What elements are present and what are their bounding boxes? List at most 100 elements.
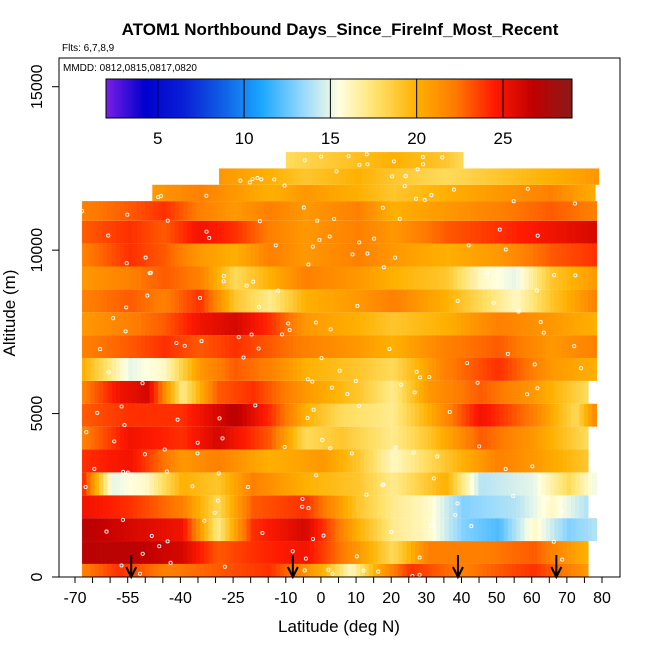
heatmap-cell [444,449,450,473]
heatmap-cell [507,289,513,313]
heatmap-cell [275,518,281,542]
heatmap-cell [516,335,522,359]
heatmap-cell [395,152,401,169]
sample-point [535,233,540,238]
sample-point [257,219,262,224]
heatmap-cell [556,168,562,185]
heatmap-cell [302,152,308,169]
heatmap-cell [485,184,491,202]
heatmap-cell [537,201,543,221]
heatmap-cell [571,518,576,542]
heatmap-cell [381,518,387,542]
heatmap-cell [377,220,382,244]
heatmap-cell [453,243,458,267]
heatmap-cell [153,426,159,450]
sample-point [244,283,249,288]
sample-point [259,177,264,182]
heatmap-cell [233,403,239,427]
sample-point [303,556,308,561]
heatmap-cell [566,426,572,450]
heatmap-cell [465,426,471,450]
heatmap-cell [541,220,547,244]
heatmap-cell [558,541,564,564]
heatmap-cell [136,266,142,290]
heatmap-cell [554,541,560,564]
heatmap-cell [510,184,516,202]
heatmap-cell [263,563,269,577]
heatmap-cell [372,426,378,450]
heatmap-cell [297,472,302,496]
heatmap-cell [541,541,547,564]
heatmap-cell [495,472,501,496]
heatmap-cell [275,201,281,221]
sample-point [399,382,404,387]
heatmap-cell [82,472,87,496]
heatmap-cell [128,449,134,473]
heatmap-cell [461,563,467,577]
heatmap-cell [402,289,408,313]
heatmap-cell [486,201,492,221]
heatmap-cell [465,495,471,519]
heatmap-cell [200,201,205,221]
sample-point [317,237,322,243]
heatmap-cell [562,289,568,313]
heatmap-cell [221,358,226,381]
heatmap-cell [233,380,239,404]
heatmap-cell [356,243,361,267]
heatmap-cell [292,495,298,519]
sample-point [376,569,381,574]
heatmap-cell [115,220,121,244]
heatmap-cell [271,312,277,336]
heatmap-cell [98,518,104,542]
heatmap-cell [318,518,323,542]
heatmap-cell [503,472,509,496]
heatmap-cell [324,168,330,185]
heatmap-cell [368,563,374,577]
heatmap-cell [490,403,496,427]
heatmap-cell [246,220,252,244]
heatmap-cell [212,335,218,359]
heatmap-cell [82,449,87,473]
heatmap-cell [356,563,361,577]
heatmap-cell [248,168,254,185]
heatmap-cell [354,184,360,202]
heatmap-cell [560,168,566,185]
heatmap-cell [212,518,218,542]
heatmap-cell [269,168,275,185]
heatmap-cell [495,426,501,450]
heatmap-cell [379,184,385,202]
heatmap-cell [221,201,226,221]
heatmap-cell [132,472,138,496]
heatmap-cell [212,243,218,267]
heatmap-cell [288,518,294,542]
sample-point [247,180,252,185]
heatmap-cell [303,168,309,185]
heatmap-cell [431,518,437,542]
heatmap-cell [297,495,302,519]
heatmap-cell [520,541,526,564]
heatmap-cell [288,312,294,336]
heatmap-cell [592,312,597,336]
heatmap-cell [448,358,454,381]
heatmap-cell [579,380,585,404]
sample-point [106,370,111,375]
heatmap-cell [347,220,353,244]
sample-point [381,482,386,487]
heatmap-cell [420,152,426,169]
heatmap-cell [221,289,226,313]
heatmap-cell [124,518,130,542]
heatmap-cell [174,518,180,542]
heatmap-cell [313,495,319,519]
heatmap-cell [457,201,463,221]
heatmap-cell [86,312,92,336]
heatmap-cell [398,426,404,450]
heatmap-cell [284,220,290,244]
sample-point [310,244,315,249]
heatmap-cell [562,495,568,519]
heatmap-cell [465,289,471,313]
heatmap-cell [436,335,441,359]
heatmap-cell [128,289,134,313]
heatmap-cell [558,358,564,381]
heatmap-cell [360,335,366,359]
heatmap-cell [465,449,471,473]
